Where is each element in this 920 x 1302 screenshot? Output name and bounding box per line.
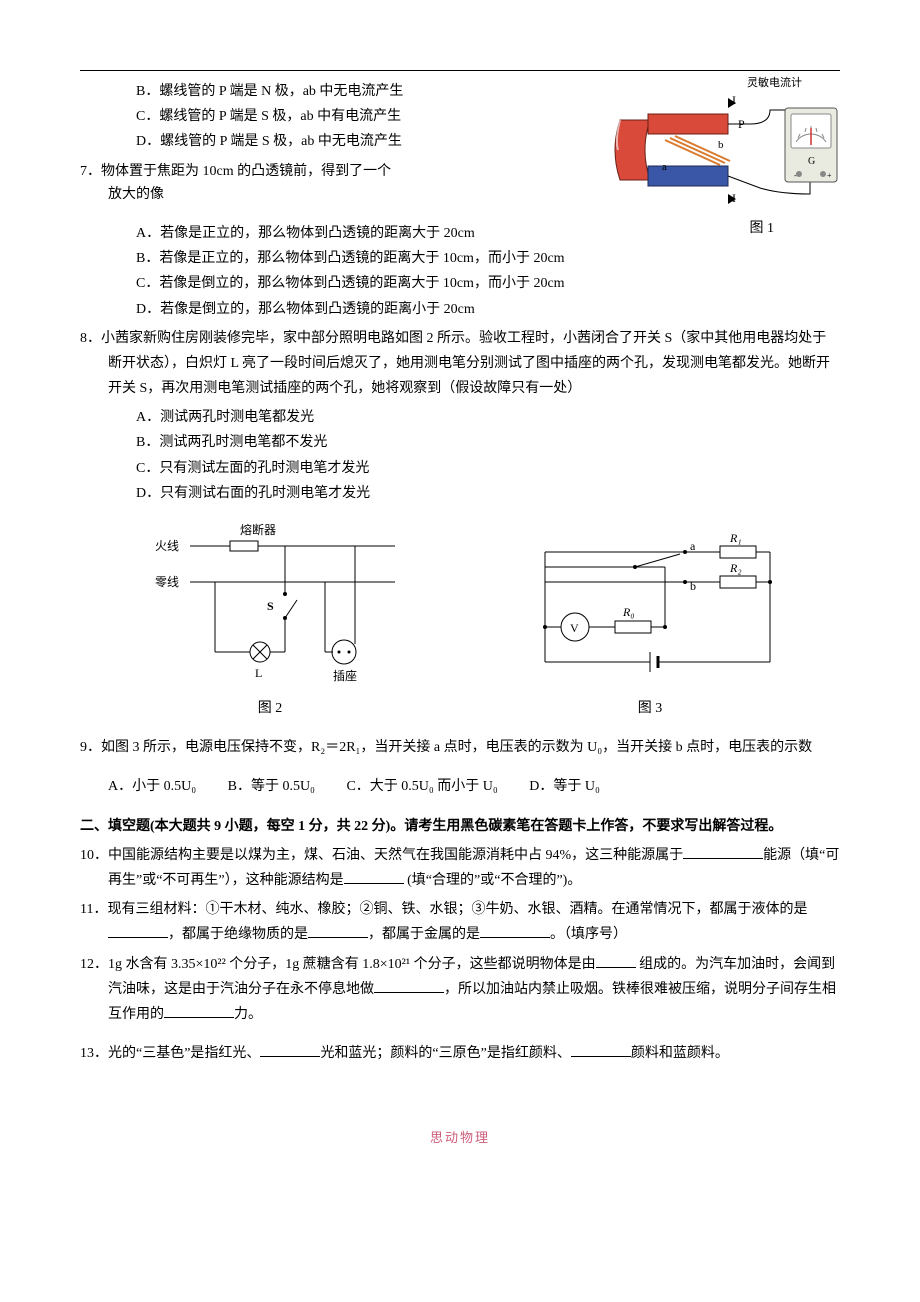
label-P: P [738,117,745,131]
fig2-S-label: S [267,599,274,613]
header-rule [80,70,840,71]
q8-option-a: A．测试两孔时测电笔都发光 [136,405,840,430]
q7-option-a: A．若像是正立的，那么物体到凸透镜的距离大于 20cm [136,221,840,246]
label-b: b [718,139,724,151]
svg-text:-: - [794,171,797,180]
q11-mid1: ，都属于绝缘物质的是 [168,927,308,942]
svg-text:+: + [827,171,832,180]
fig3-a-label: a [690,539,696,553]
q12-blank-1[interactable] [596,953,636,968]
page-footer: 思动物理 [80,1126,840,1149]
q8-option-d: D．只有测试右面的孔时测电笔才发光 [136,481,840,506]
q10-blank-1[interactable] [683,844,763,859]
figure-1-svg: I P b a I G - + [610,90,840,210]
q9-option-a: A．小于 0.5U₀ [108,779,196,794]
section-2-heading: 二、填空题(本大题共 9 小题，每空 1 分，共 22 分)。请考生用黑色碳素笔… [80,814,840,839]
fig3-R2-label: R₂ [729,561,742,575]
figure-3-svg: a b R₁ R₂ V R₀ [525,532,785,692]
q8-option-b: B．测试两孔时测电笔都不发光 [136,430,840,455]
q11-blank-1[interactable] [108,923,168,938]
fig2-socket-label: 插座 [333,668,357,683]
q9-option-d: D．等于 U₀ [529,779,600,794]
q13-blank-2[interactable] [571,1042,631,1057]
q13-mid1: 光和蓝光；颜料的“三原色”是指红颜料、 [320,1046,570,1061]
q11-mid2: ，都属于金属的是 [368,927,480,942]
q13: 13．光的“三基色”是指红光、 光和蓝光；颜料的“三原色”是指红颜料、 颜料和蓝颜料… [80,1041,840,1066]
q8-option-c: C．只有测试左面的孔时测电笔才发光 [136,456,840,481]
fig2-L-label: L [255,666,262,680]
q9-option-c: C．大于 0.5U₀ 而小于 U₀ [346,779,497,794]
fig2-neutral-label: 零线 [155,575,179,589]
q10-tail: (填“合理的”或“不合理的”)。 [407,873,581,888]
q12-pre: 12．1g 水含有 3.35×10²² 个分子，1g 蔗糖含有 1.8×10²¹… [80,957,596,972]
q9-options: A．小于 0.5U₀ B．等于 0.5U₀ C．大于 0.5U₀ 而小于 U₀ … [80,774,840,799]
q8-options: A．测试两孔时测电笔都发光 B．测试两孔时测电笔都不发光 C．只有测试左面的孔时… [136,405,840,506]
label-G: G [808,156,815,167]
q12: 12．1g 水含有 3.35×10²² 个分子，1g 蔗糖含有 1.8×10²¹… [80,952,840,1028]
q11-blank-2[interactable] [308,923,368,938]
q13-pre: 13．光的“三基色”是指红光、 [80,1046,260,1061]
fig2-live-label: 火线 [155,539,179,553]
fig3-V-label: V [570,621,579,635]
q7-option-c: C．若像是倒立的，那么物体到凸透镜的距离大于 10cm，而小于 20cm [136,271,840,296]
label-a: a [662,161,667,173]
q7-option-b: B．若像是正立的，那么物体到凸透镜的距离大于 10cm，而小于 20cm [136,246,840,271]
q11-tail: 。（填序号） [550,927,627,942]
q9-stem: 9．如图 3 所示，电源电压保持不变，R₂＝2R₁，当开关接 a 点时，电压表的… [80,735,840,760]
q13-tail: 颜料和蓝颜料。 [631,1046,729,1061]
q11: 11．现有三组材料：①干木材、纯水、橡胶；②铜、铁、水银；③牛奶、水银、酒精。在… [80,897,840,947]
figure-1-caption: 图 1 [750,216,775,241]
q12-blank-3[interactable] [164,1003,234,1018]
fig2-fuse-label: 熔断器 [240,522,276,537]
q8-stem: 8．小茜家新购住房刚装修完毕，家中部分照明电路如图 2 所示。验收工程时，小茜闭… [80,326,840,402]
fig3-b-label: b [690,579,696,593]
q10: 10．中国能源结构主要是以煤为主，煤、石油、天然气在我国能源消耗中占 94%，这… [80,843,840,893]
fig3-R0-label: R₀ [622,605,635,619]
q9-option-b: B．等于 0.5U₀ [228,779,315,794]
q12-blank-2[interactable] [374,978,444,993]
q10-pre: 10．中国能源结构主要是以煤为主，煤、石油、天然气在我国能源消耗中占 94%，这… [80,848,683,863]
q7-options: A．若像是正立的，那么物体到凸透镜的距离大于 20cm B．若像是正立的，那么物… [136,221,840,322]
q13-blank-1[interactable] [260,1042,320,1057]
q11-pre: 11．现有三组材料：①干木材、纯水、橡胶；②铜、铁、水银；③牛奶、水银、酒精。在… [80,902,807,917]
figure-1: I P b a I G - + [610,90,840,219]
q12-tail: 力。 [234,1007,262,1022]
q10-blank-2[interactable] [344,869,404,884]
q7-option-d: D．若像是倒立的，那么物体到凸透镜的距离小于 20cm [136,297,840,322]
figure-3-caption: 图 3 [638,696,663,721]
fig3-R1-label: R₁ [729,532,742,545]
q11-blank-3[interactable] [480,923,550,938]
figure-2-caption: 图 2 [258,696,283,721]
figure-2-svg: 熔断器 火线 零线 L S [135,522,415,692]
